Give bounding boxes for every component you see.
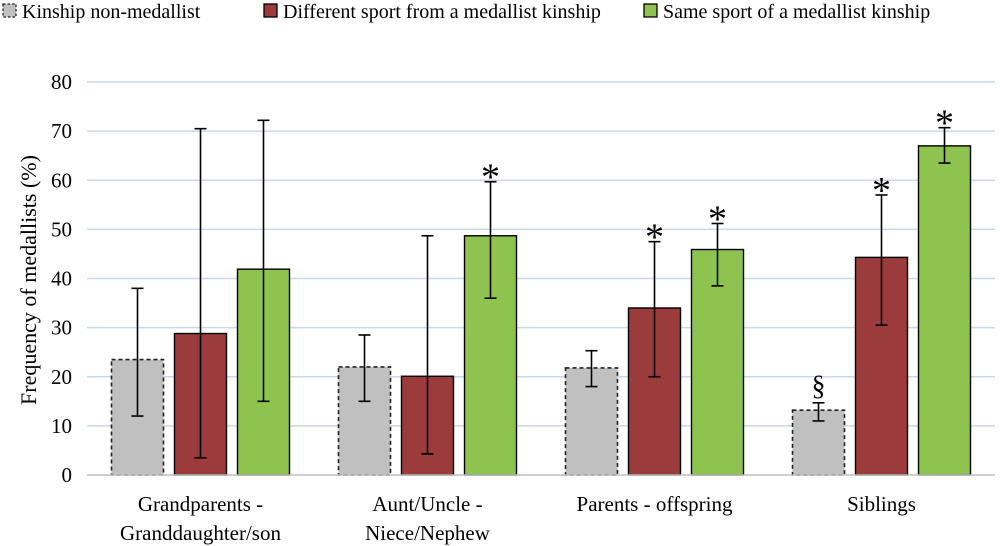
x-category-label: Granddaughter/son [120,521,281,545]
significance-section-mark: § [812,371,826,402]
legend-swatch [2,3,17,18]
bar [917,145,972,476]
legend: Kinship non-medallist Different sport fro… [2,1,930,23]
x-category-label: Parents - offspring [577,492,733,516]
x-category-label: Siblings [847,492,916,516]
legend-swatch [643,3,658,18]
significance-star: * [645,217,664,259]
y-tick-label: 60 [51,168,72,192]
y-tick-label: 40 [51,267,72,291]
y-tick-label: 30 [51,316,72,340]
bars: § * * * * * [110,103,972,476]
y-axis-label: Frequency of medallists (%) [16,155,41,405]
y-axis-ticks: 0 10 20 30 40 50 60 70 80 [51,70,72,487]
significance-star: * [708,198,727,240]
y-tick-label: 50 [51,217,72,241]
y-tick-label: 10 [51,414,72,438]
y-tick-label: 20 [51,365,72,389]
bar [690,248,745,476]
significance-star: * [481,157,500,199]
legend-swatch [263,3,278,18]
x-category-label: Grandparents - [138,492,263,516]
x-category-label: Aunt/Uncle - [372,492,482,516]
y-tick-label: 70 [51,119,72,143]
y-tick-label: 80 [51,70,72,94]
significance-star: * [872,170,891,212]
x-axis-categories: Grandparents - Granddaughter/son Aunt/Uncl… [120,492,916,545]
y-tick-label: 0 [62,463,73,487]
legend-label: Same sport of a medallist kinship [663,1,930,23]
x-category-label: Niece/Nephew [365,521,491,545]
legend-label: Different sport from a medallist kinship [283,1,601,23]
legend-label: Kinship non-medallist [22,1,201,23]
significance-star: * [935,103,954,145]
